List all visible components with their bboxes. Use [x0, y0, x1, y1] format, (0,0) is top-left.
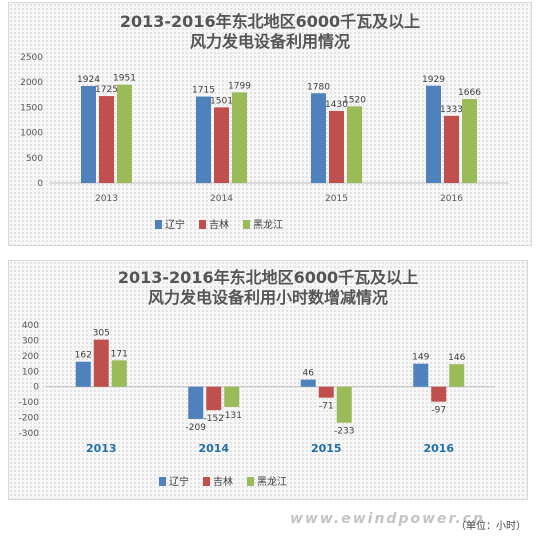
category-label-2016: 2016 — [440, 194, 463, 204]
y-tick-label-1: 500 — [26, 154, 43, 164]
legend-label-吉林: 吉林 — [209, 218, 229, 231]
bar-辽宁-2016 — [426, 85, 441, 183]
bar-黑龙江-2013 — [117, 84, 132, 183]
y-tick-label-7: 400 — [22, 321, 39, 331]
bar-吉林-2016 — [444, 115, 459, 183]
legend-swatch-黑龙江 — [243, 220, 250, 229]
chart-title-line-2: 风力发电设备利用小时数增减情况 — [148, 288, 388, 307]
bar-吉林-2013 — [99, 96, 114, 183]
category-label-2015: 2015 — [311, 442, 342, 455]
data-label-黑龙江-2014: -131 — [222, 411, 242, 421]
category-label-2013: 2013 — [86, 442, 117, 455]
bar-黑龙江-2014 — [224, 386, 240, 407]
category-label-2013: 2013 — [95, 194, 118, 204]
y-tick-label-6: 300 — [22, 336, 39, 346]
y-tick-label-1: -200 — [19, 414, 40, 424]
data-label-黑龙江-2013: 1951 — [113, 74, 136, 84]
data-label-吉林-2014: 1501 — [210, 96, 233, 106]
data-label-辽宁-2015: 1780 — [307, 82, 330, 92]
legend-swatch-黑龙江 — [247, 477, 254, 486]
data-label-吉林-2013: 305 — [93, 329, 110, 339]
y-tick-label-0: 0 — [37, 179, 43, 189]
chart-title-line-1: 2013-2016年东北地区6000千瓦及以上 — [118, 268, 418, 287]
bar-辽宁-2014 — [196, 96, 211, 183]
bar-辽宁-2014 — [188, 386, 204, 419]
bar-吉林-2015 — [318, 386, 334, 398]
legend-label-辽宁: 辽宁 — [169, 475, 189, 488]
legend-swatch-辽宁 — [159, 477, 166, 486]
bar-辽宁-2013 — [75, 361, 91, 387]
bar-黑龙江-2015 — [347, 106, 362, 183]
bar-黑龙江-2014 — [232, 92, 247, 183]
bar-辽宁-2015 — [300, 379, 316, 387]
bar-黑龙江-2016 — [449, 364, 465, 387]
data-label-吉林-2016: 1333 — [440, 105, 463, 115]
data-label-黑龙江-2013: 171 — [111, 349, 128, 359]
chart-panel-change: 2013-2016年东北地区6000千瓦及以上 风力发电设备利用小时数增减情况 -3… — [8, 260, 528, 500]
data-label-辽宁-2016: 149 — [412, 353, 429, 363]
data-label-辽宁-2014: -209 — [186, 423, 207, 433]
data-label-黑龙江-2016: 1666 — [458, 88, 481, 98]
y-tick-label-4: 2000 — [20, 78, 43, 88]
data-label-黑龙江-2015: -233 — [334, 427, 354, 437]
category-label-2016: 2016 — [423, 442, 454, 455]
legend-label-黑龙江: 黑龙江 — [257, 475, 287, 488]
data-label-吉林-2014: -152 — [204, 414, 224, 424]
y-tick-label-5: 200 — [22, 352, 39, 362]
data-label-黑龙江-2015: 1520 — [343, 95, 366, 105]
category-label-2014: 2014 — [210, 194, 233, 204]
bar-吉林-2016 — [431, 386, 447, 402]
y-tick-label-3: 0 — [33, 383, 39, 393]
data-label-黑龙江-2016: 146 — [448, 353, 465, 363]
legend-swatch-吉林 — [199, 220, 206, 229]
watermark: www.ewindpower.cn — [290, 511, 485, 527]
data-label-黑龙江-2014: 1799 — [228, 81, 251, 91]
bar-黑龙江-2016 — [462, 99, 477, 183]
data-label-吉林-2015: -71 — [319, 402, 334, 412]
bar-吉林-2014 — [206, 386, 222, 411]
unit-note: （单位：小时） — [456, 521, 526, 532]
legend-label-吉林: 吉林 — [213, 475, 233, 488]
legend-label-辽宁: 辽宁 — [165, 218, 185, 231]
y-tick-label-4: 100 — [22, 367, 39, 377]
bar-辽宁-2016 — [413, 363, 429, 387]
bar-吉林-2013 — [93, 339, 109, 387]
bar-辽宁-2013 — [81, 86, 96, 183]
bar-吉林-2015 — [329, 110, 344, 183]
legend-label-黑龙江: 黑龙江 — [253, 218, 283, 231]
category-label-2015: 2015 — [325, 194, 348, 204]
y-tick-label-2: 1000 — [20, 129, 43, 139]
chart-title-line-2: 风力发电设备利用情况 — [190, 32, 350, 51]
bar-黑龙江-2015 — [336, 386, 352, 423]
y-tick-label-2: -100 — [19, 398, 40, 408]
data-label-吉林-2013: 1725 — [95, 85, 118, 95]
bar-辽宁-2015 — [311, 93, 326, 183]
y-tick-label-0: -300 — [19, 429, 40, 439]
category-label-2014: 2014 — [198, 442, 229, 455]
data-label-吉林-2016: -97 — [431, 406, 446, 416]
chart-panel-utilization: 2013-2016年东北地区6000千瓦及以上 风力发电设备利用情况 0 500 100… — [8, 2, 532, 246]
data-label-辽宁-2013: 162 — [75, 351, 92, 361]
bar-吉林-2014 — [214, 107, 229, 183]
data-label-辽宁-2016: 1929 — [422, 75, 445, 85]
y-tick-label-5: 2500 — [20, 53, 43, 63]
data-label-辽宁-2014: 1715 — [192, 86, 215, 96]
legend-swatch-吉林 — [203, 477, 210, 486]
chart-title-line-1: 2013-2016年东北地区6000千瓦及以上 — [120, 12, 420, 31]
data-label-辽宁-2015: 46 — [303, 369, 315, 379]
legend-swatch-辽宁 — [155, 220, 162, 229]
data-label-辽宁-2013: 1924 — [77, 75, 100, 85]
bar-黑龙江-2013 — [111, 360, 127, 387]
data-label-吉林-2015: 1430 — [325, 100, 348, 110]
y-tick-label-3: 1500 — [20, 103, 43, 113]
